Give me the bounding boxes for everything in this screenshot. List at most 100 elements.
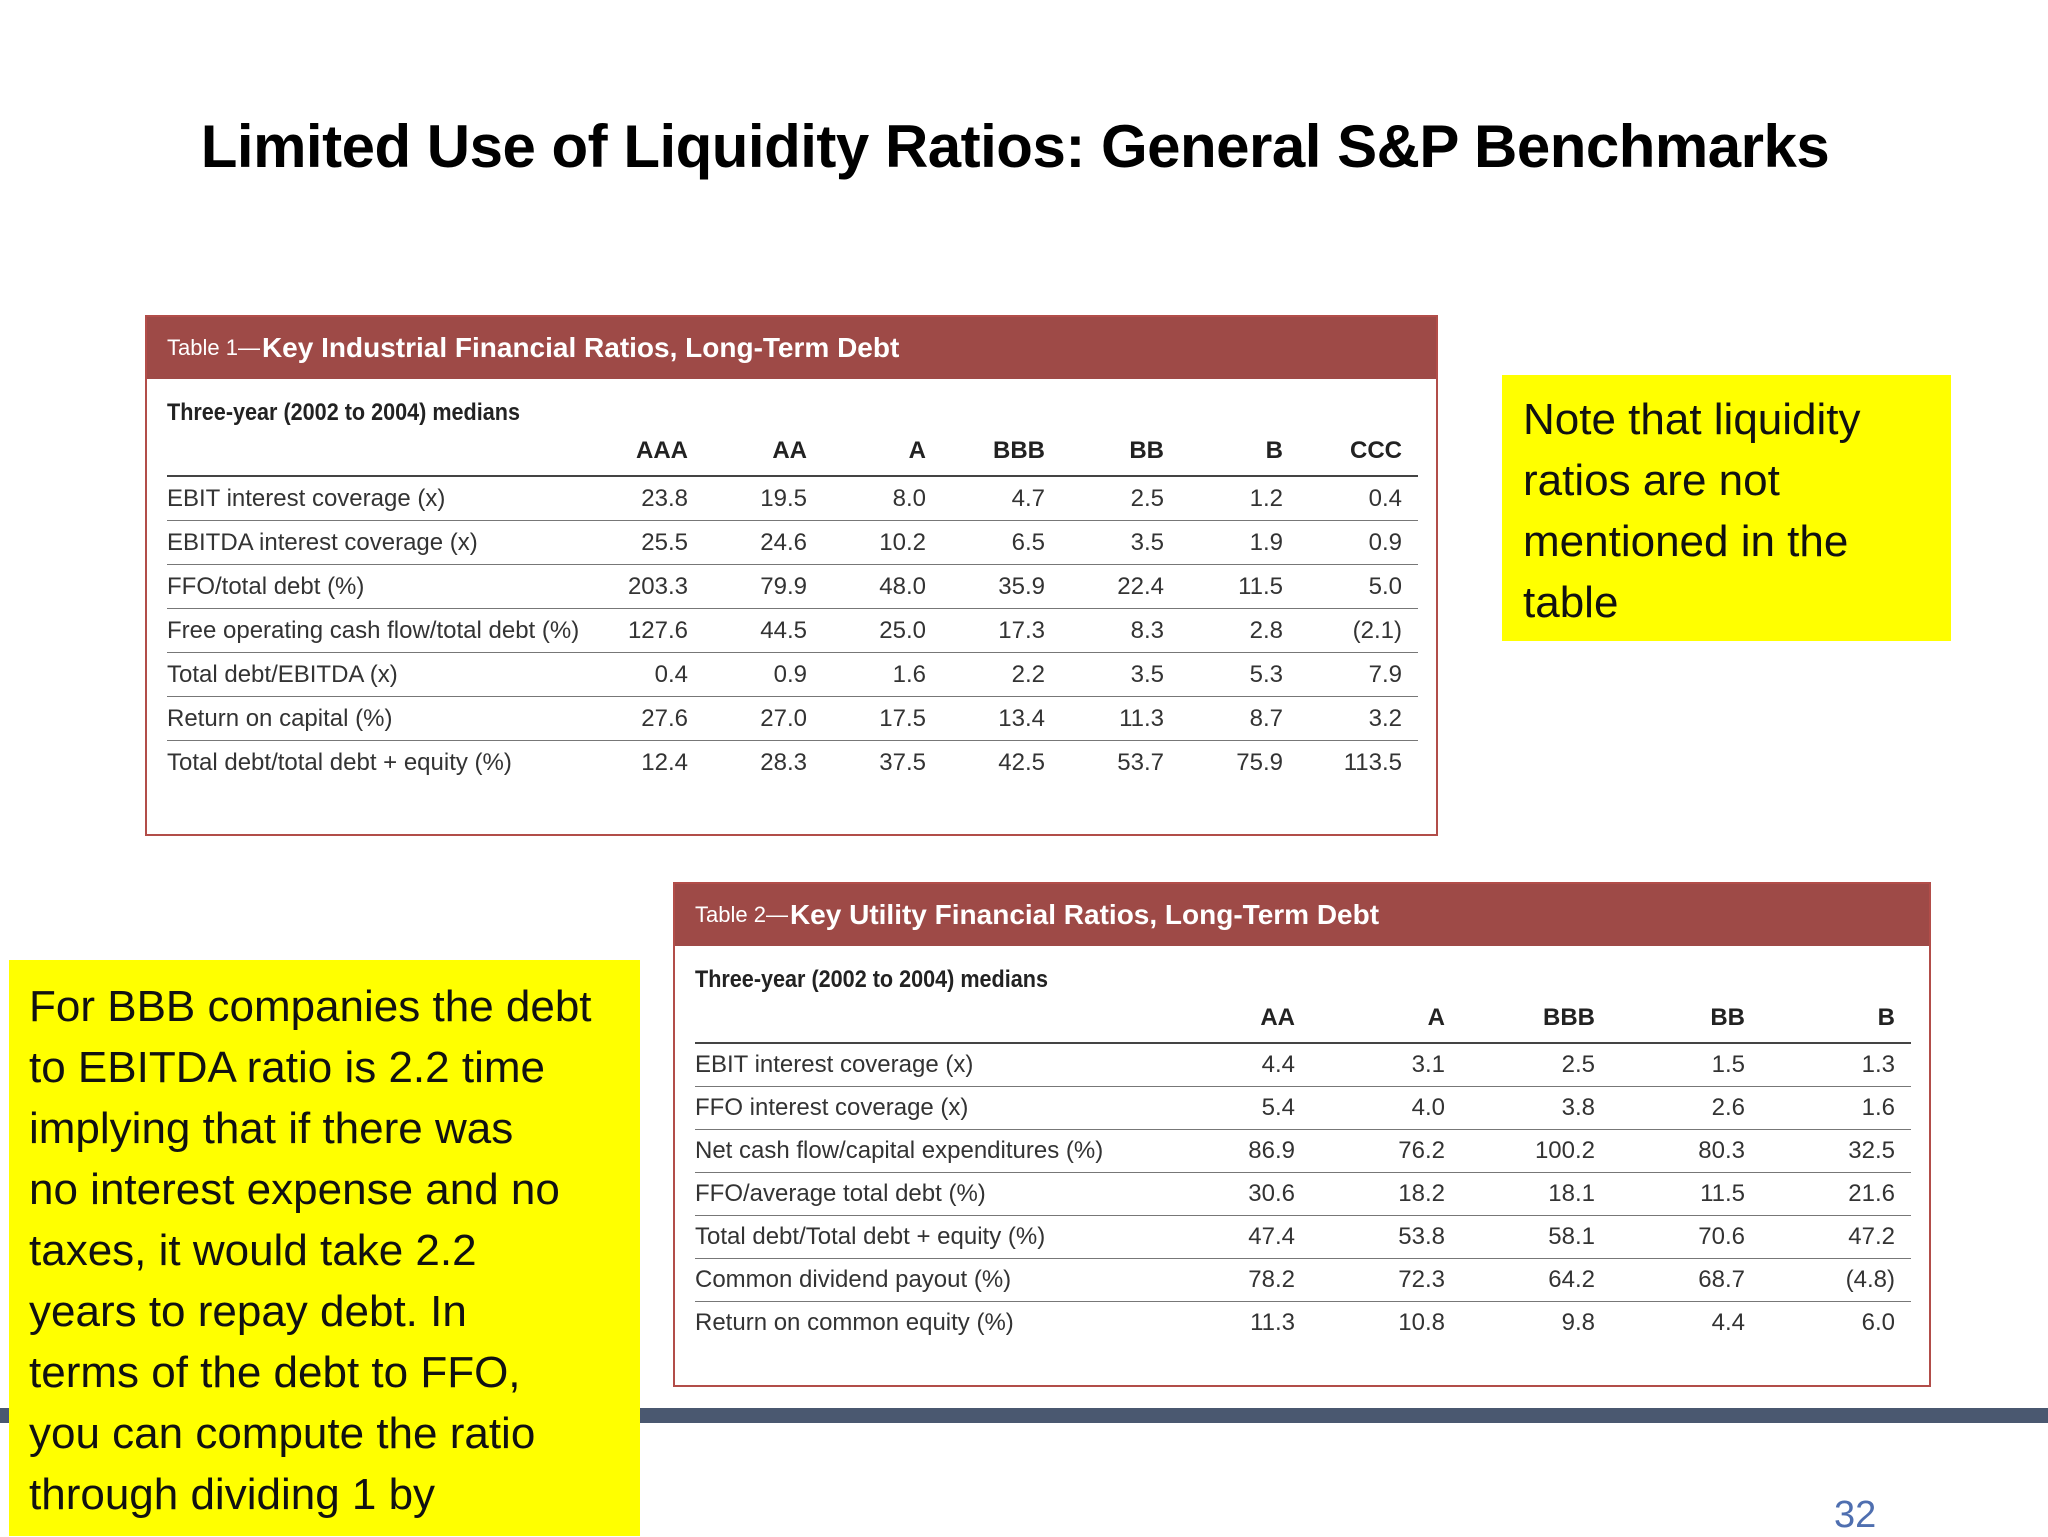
- table-title: Key Utility Financial Ratios, Long-Term …: [789, 899, 1380, 930]
- row-label: Free operating cash flow/total debt (%): [167, 608, 585, 653]
- table-row: Return on capital (%) 27.6 27.0 17.5 13.4 11.…: [167, 696, 1418, 741]
- row-label: FFO/total debt (%): [167, 564, 585, 609]
- table-cell: 47.4: [1161, 1215, 1311, 1259]
- table-cell: 68.7: [1611, 1258, 1761, 1302]
- column-header: B: [1761, 994, 1911, 1044]
- table-cell: 79.9: [704, 564, 823, 609]
- row-label: EBITDA interest coverage (x): [167, 520, 585, 565]
- table-cell: 86.9: [1161, 1129, 1311, 1173]
- column-header: AA: [1161, 994, 1311, 1044]
- row-label: Return on common equity (%): [695, 1309, 1014, 1336]
- note-line: to EBITDA ratio is 2.2 time: [29, 1043, 545, 1092]
- table-cell: 21.6: [1761, 1172, 1911, 1216]
- row-label: Total debt/total debt + equity (%): [167, 748, 512, 776]
- table-cell: 4.4: [1161, 1043, 1311, 1087]
- table-cell: 18.2: [1311, 1172, 1461, 1216]
- table-cell: 10.8: [1398, 1309, 1445, 1336]
- table-cell: 11.5: [1180, 564, 1299, 609]
- table-row: EBITDA interest coverage (x) 25.5 24.6 10.2…: [167, 520, 1418, 565]
- table-cell: 1.2: [1180, 476, 1299, 521]
- table-cell: 37.5: [879, 748, 926, 776]
- table-cell: 5.3: [1180, 652, 1299, 697]
- note-line: mentioned in the: [1523, 517, 1849, 566]
- table-cell: 203.3: [585, 564, 704, 609]
- note-line: no interest expense and no: [29, 1165, 560, 1214]
- header-row: AA A BBB BB B: [695, 994, 1911, 1044]
- table-cell: 8.3: [1061, 608, 1180, 653]
- row-label: Total debt/Total debt + equity (%): [695, 1215, 1161, 1259]
- table-title: Key Industrial Financial Ratios, Long-Te…: [261, 332, 900, 363]
- column-header: BB: [1061, 427, 1180, 477]
- table-cell: 64.2: [1461, 1258, 1611, 1302]
- table-cell: 2.5: [1061, 476, 1180, 521]
- table-cell: 5.0: [1299, 564, 1418, 609]
- note-line: years to repay debt. In: [29, 1287, 467, 1336]
- row-label: FFO/average total debt (%): [695, 1172, 1161, 1216]
- table-cell: 7.9: [1299, 652, 1418, 697]
- note-line: terms of the debt to FFO,: [29, 1348, 521, 1397]
- note-line: table: [1523, 578, 1619, 627]
- table-cell: 127.6: [585, 608, 704, 653]
- table-cell: 76.2: [1311, 1129, 1461, 1173]
- table-cell: 9.8: [1561, 1309, 1595, 1336]
- table-cell: 3.5: [1061, 652, 1180, 697]
- table-row: Return on common equity (%) 11.3 10.8 9.8 4.…: [695, 1302, 1911, 1345]
- table-cell: 0.4: [585, 652, 704, 697]
- table-cell: 28.3: [760, 748, 807, 776]
- table-row: Total debt/EBITDA (x) 0.4 0.9 1.6 2.2 3.5 5.3 7…: [167, 652, 1418, 697]
- table-cell: 5.4: [1161, 1086, 1311, 1130]
- table-cell: 4.4: [1711, 1309, 1745, 1336]
- table-cell: 27.6: [585, 696, 704, 741]
- table-cell: 2.8: [1180, 608, 1299, 653]
- table-row: EBIT interest coverage (x) 4.4 3.1 2.5 1.5 1.…: [695, 1043, 1911, 1087]
- table-cell: 48.0: [823, 564, 942, 609]
- column-header: AAA: [585, 427, 704, 477]
- row-label: Return on capital (%): [167, 696, 585, 741]
- slide-title: Limited Use of Liquidity Ratios: General…: [200, 113, 1830, 180]
- note-line: you can compute the ratio: [29, 1409, 536, 1458]
- table-cell: 3.5: [1061, 520, 1180, 565]
- table-cell: 8.0: [823, 476, 942, 521]
- table-row: FFO interest coverage (x) 5.4 4.0 3.8 2.6 1.6: [695, 1086, 1911, 1130]
- table-cell: 35.9: [942, 564, 1061, 609]
- table-cell: 0.9: [704, 652, 823, 697]
- note-line: taxes, it would take 2.2: [29, 1226, 477, 1275]
- table-cell: 24.6: [704, 520, 823, 565]
- table-cell: 1.5: [1611, 1043, 1761, 1087]
- table-cell: 70.6: [1611, 1215, 1761, 1259]
- table-cell: 17.3: [942, 608, 1061, 653]
- row-label: EBIT interest coverage (x): [167, 476, 585, 521]
- table-cell: 1.6: [1761, 1086, 1911, 1130]
- table-number: Table 1—: [167, 335, 260, 360]
- table-cell: 25.0: [823, 608, 942, 653]
- row-label: Total debt/EBITDA (x): [167, 652, 585, 697]
- table-cell: 44.5: [704, 608, 823, 653]
- column-header: CCC: [1299, 427, 1418, 477]
- table-cell: 100.2: [1461, 1129, 1611, 1173]
- column-header: A: [1311, 994, 1461, 1044]
- table-cell: 0.9: [1299, 520, 1418, 565]
- table-row: Common dividend payout (%) 78.2 72.3 64.2 68…: [695, 1258, 1911, 1302]
- table-subtitle: Three-year (2002 to 2004) medians: [167, 399, 520, 426]
- table-cell: (2.1): [1299, 608, 1418, 653]
- table-cell: 27.0: [704, 696, 823, 741]
- table-row: Total debt/Total debt + equity (%) 47.4 53…: [695, 1215, 1911, 1259]
- table-cell: 25.5: [585, 520, 704, 565]
- note-line: For BBB companies the debt: [29, 982, 592, 1031]
- table-cell: 17.5: [823, 696, 942, 741]
- column-header: BB: [1611, 994, 1761, 1044]
- table-cell: 12.4: [641, 748, 688, 776]
- table-cell: 2.2: [942, 652, 1061, 697]
- table-cell: 53.7: [1117, 748, 1164, 776]
- table-cell: 75.9: [1236, 748, 1283, 776]
- table-cell: 23.8: [585, 476, 704, 521]
- table-cell: 8.7: [1180, 696, 1299, 741]
- table-cell: 1.6: [823, 652, 942, 697]
- table-cell: 19.5: [704, 476, 823, 521]
- table-cell: (4.8): [1761, 1258, 1911, 1302]
- table-cell: 11.5: [1611, 1172, 1761, 1216]
- table-cell: 1.3: [1761, 1043, 1911, 1087]
- table-cell: 3.2: [1299, 696, 1418, 741]
- header-cell: [695, 994, 1161, 1044]
- table-cell: 11.3: [1250, 1309, 1295, 1336]
